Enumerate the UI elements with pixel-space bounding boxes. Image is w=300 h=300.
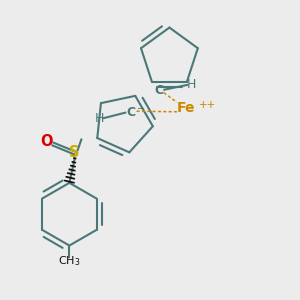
Text: ++: ++ (199, 100, 216, 110)
Text: H: H (94, 112, 104, 124)
Text: CH$_3$: CH$_3$ (58, 254, 81, 268)
Text: −: − (137, 104, 145, 114)
Text: C: C (126, 106, 135, 119)
Text: O: O (40, 134, 52, 149)
Text: Fe: Fe (177, 101, 195, 115)
Text: S: S (70, 146, 80, 160)
Text: H: H (187, 78, 196, 92)
Text: −: − (166, 82, 174, 92)
Text: C: C (154, 84, 164, 97)
